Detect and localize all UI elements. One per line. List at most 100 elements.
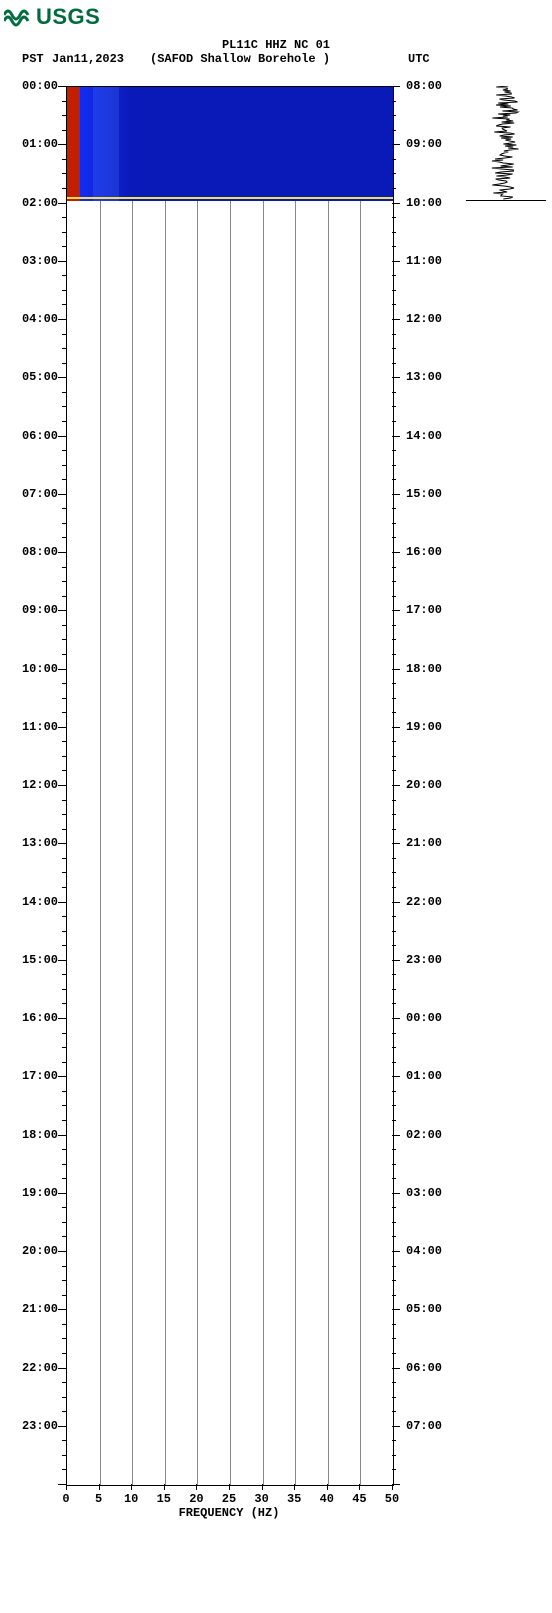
y-tick [58,1251,66,1252]
y-minor-tick [62,829,66,830]
y-minor-tick [392,1120,396,1121]
y-tick-label: 21:00 [406,836,442,850]
y-minor-tick [392,304,396,305]
y-minor-tick [62,858,66,859]
y-minor-tick [392,712,396,713]
y-tick-label: 20:00 [406,778,442,792]
y-minor-tick [62,1091,66,1092]
x-tick-label: 15 [157,1492,171,1506]
y-minor-tick [392,1149,396,1150]
waveform-baseline [466,200,546,201]
y-tick [58,902,66,903]
y-tick-label: 18:00 [406,662,442,676]
y-tick [58,669,66,670]
y-minor-tick [62,130,66,131]
x-tick [262,1484,263,1490]
y-minor-tick [62,450,66,451]
y-minor-tick [62,508,66,509]
y-tick [392,610,400,611]
y-minor-tick [392,931,396,932]
y-minor-tick [392,683,396,684]
y-minor-tick [62,537,66,538]
y-minor-tick [62,1207,66,1208]
y-minor-tick [392,654,396,655]
y-minor-tick [62,1469,66,1470]
y-tick [392,203,400,204]
y-minor-tick [392,829,396,830]
y-minor-tick [392,1338,396,1339]
y-tick [58,1076,66,1077]
x-tick [196,1484,197,1490]
y-tick [392,1076,400,1077]
y-minor-tick [62,1164,66,1165]
y-minor-tick [392,188,396,189]
y-tick-label: 23:00 [406,953,442,967]
x-tick-label: 20 [189,1492,203,1506]
y-tick-label: 06:00 [406,1361,442,1375]
y-minor-tick [392,159,396,160]
y-minor-tick [62,363,66,364]
y-minor-tick [62,275,66,276]
y-tick [392,436,400,437]
y-minor-tick [392,537,396,538]
y-minor-tick [62,392,66,393]
y-tick-label: 15:00 [22,953,58,967]
y-tick [58,86,66,87]
y-tick-label: 01:00 [22,137,58,151]
y-tick [58,1018,66,1019]
y-tick-label: 08:00 [22,545,58,559]
y-minor-tick [392,130,396,131]
y-tick [58,1135,66,1136]
y-tick-label: 11:00 [406,254,442,268]
y-minor-tick [62,639,66,640]
y-tick-label: 17:00 [22,1069,58,1083]
y-minor-tick [62,159,66,160]
chart-title: PL11C HHZ NC 01 [0,38,552,52]
y-tick [58,610,66,611]
y-minor-tick [392,1411,396,1412]
y-minor-tick [62,1338,66,1339]
y-minor-tick [392,450,396,451]
y-tick [392,1309,400,1310]
y-minor-tick [62,523,66,524]
y-tick [58,203,66,204]
y-tick [58,1193,66,1194]
y-minor-tick [62,173,66,174]
y-minor-tick [392,596,396,597]
y-minor-tick [62,1397,66,1398]
gridline [263,87,264,1485]
y-minor-tick [62,974,66,975]
y-tick [58,436,66,437]
y-minor-tick [62,406,66,407]
y-tick-label: 05:00 [22,370,58,384]
y-minor-tick [392,1033,396,1034]
y-minor-tick [62,101,66,102]
page: USGS PL11C HHZ NC 01 PST Jan11,2023 (SAF… [0,0,552,1613]
y-minor-tick [392,1280,396,1281]
y-minor-tick [392,479,396,480]
y-tick-label: 21:00 [22,1302,58,1316]
y-minor-tick [62,698,66,699]
y-tick [392,552,400,553]
x-tick-label: 35 [287,1492,301,1506]
y-minor-tick [62,1353,66,1354]
y-minor-tick [62,465,66,466]
y-tick [392,843,400,844]
y-tick-label: 16:00 [406,545,442,559]
gridline [295,87,296,1485]
y-minor-tick [62,741,66,742]
right-tz-label: UTC [408,52,430,66]
y-minor-tick [62,931,66,932]
y-tick [392,261,400,262]
gridline [360,87,361,1485]
y-minor-tick [392,567,396,568]
y-tick-label: 12:00 [406,312,442,326]
y-tick [392,785,400,786]
y-minor-tick [62,989,66,990]
y-minor-tick [62,1105,66,1106]
y-tick-label: 11:00 [22,720,58,734]
y-tick [58,319,66,320]
y-minor-tick [62,1062,66,1063]
y-tick-label: 13:00 [406,370,442,384]
x-tick-label: 50 [385,1492,399,1506]
